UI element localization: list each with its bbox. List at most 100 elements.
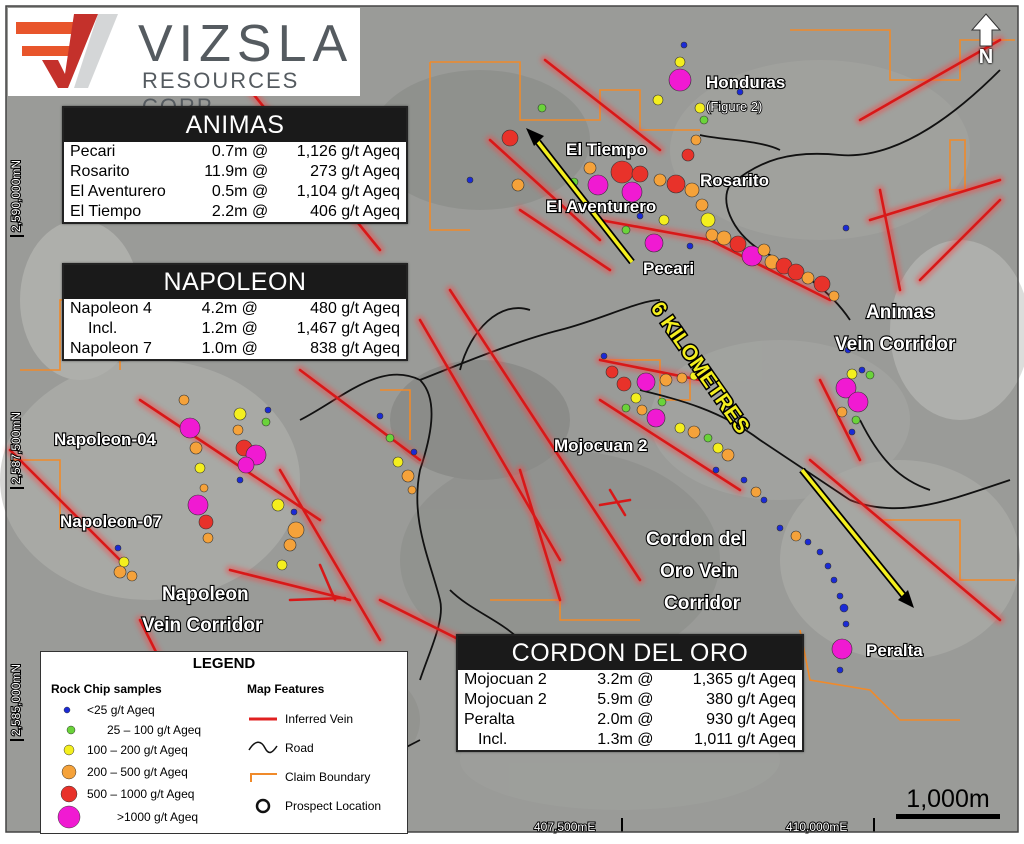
label-pecari: Pecari [643, 259, 694, 278]
north-arrow-icon [970, 13, 1002, 47]
grade-value: 1,011 g/t Ageq [693, 731, 796, 748]
label-napoleon-corridor: Vein Corridor [142, 615, 263, 636]
northing-label: 2,585,000mN [9, 664, 23, 736]
legend-symbol-claim [250, 773, 277, 782]
label-mojocuan-2: Mojocuan 2 [554, 436, 648, 455]
prospect-name: Rosarito [70, 163, 130, 180]
interval-width: 11.9m @ [204, 163, 269, 180]
legend-title: LEGEND [192, 655, 256, 672]
distance-arrows [526, 128, 914, 608]
legend-symbol-gt1000 [57, 805, 81, 829]
table-row: Incl. 1.2m @ 1,467 g/t Ageq [64, 319, 406, 339]
grade-value: 480 g/t Ageq [310, 300, 400, 317]
label-peralta: Peralta [866, 641, 923, 660]
legend-item: <25 g/t Ageq [87, 703, 155, 717]
vizsla-logo-mark [16, 14, 118, 88]
label-cordon-corridor: Corridor [664, 593, 741, 614]
table-row: Mojocuan 2 3.2m @ 1,365 g/t Ageq [458, 670, 802, 690]
prospect-name: Mojocuan 2 [464, 691, 547, 708]
roads [299, 69, 1011, 821]
table-row: El Aventurero 0.5m @ 1,104 g/t Ageq [64, 182, 406, 202]
table-row: Incl. 1.3m @ 1,011 g/t Ageq [458, 730, 802, 750]
legend-symbol-100-200 [63, 744, 75, 756]
prospect-name: El Tiempo [70, 203, 142, 220]
prospect-name: El Aventurero [70, 183, 166, 200]
label-honduras-ref: (Figure 2) [706, 99, 762, 114]
interval-width: 1.2m @ [201, 320, 258, 337]
label-cordon-corridor: Oro Vein [660, 561, 738, 582]
interval-width: 5.9m @ [597, 691, 654, 708]
scale-bar: 1,000m [896, 786, 1000, 819]
grade-value: 930 g/t Ageq [706, 711, 796, 728]
scale-bar-line [896, 814, 1000, 819]
cordon-del-oro-results-table: CORDON DEL ORO Mojocuan 2 3.2m @ 1,365 g/t… [456, 634, 804, 752]
table-row: Rosarito 11.9m @ 273 g/t Ageq [64, 162, 406, 182]
prospect-name: Peralta [464, 711, 515, 728]
label-cordon-corridor: Cordon del [646, 529, 746, 550]
easting-label: 407,500mE [534, 820, 595, 834]
label-animas-corridor: Animas [866, 302, 935, 323]
grade-value: 1,126 g/t Ageq [296, 143, 400, 160]
table-row: Napoleon 4 4.2m @ 480 g/t Ageq [64, 299, 406, 319]
interval-width: 1.0m @ [201, 340, 258, 357]
label-napoleon-corridor: Napoleon [162, 584, 249, 605]
animas-results-table: ANIMAS Pecari 0.7m @ 1,126 g/t Ageq Rosari… [62, 106, 408, 224]
label-rosarito: Rosarito [700, 171, 769, 190]
table-row: Peralta 2.0m @ 930 g/t Ageq [458, 710, 802, 730]
label-animas-corridor: Vein Corridor [835, 334, 956, 355]
legend-item: Inferred Vein [285, 712, 354, 726]
prospect-name: Incl. [478, 731, 508, 748]
grade-value: 380 g/t Ageq [706, 691, 796, 708]
interval-width: 4.2m @ [201, 300, 258, 317]
prospect-name: Napoleon 4 [70, 300, 152, 317]
legend-item: 25 – 100 g/t Ageq [107, 723, 202, 737]
napoleon-results-table: NAPOLEON Napoleon 4 4.2m @ 480 g/t Ageq In… [62, 263, 408, 361]
legend-symbol-prospect [255, 798, 271, 814]
legend-symbols [57, 706, 278, 829]
table-row: El Tiempo 2.2m @ 406 g/t Ageq [64, 202, 406, 222]
interval-width: 3.2m @ [597, 671, 654, 688]
table-row: Mojocuan 2 5.9m @ 380 g/t Ageq [458, 690, 802, 710]
label-napoleon-07: Napoleon-07 [60, 512, 162, 531]
table-title: CORDON DEL ORO [458, 636, 802, 670]
prospect-name: Napoleon 7 [70, 340, 152, 357]
interval-width: 2.0m @ [597, 711, 654, 728]
grade-value: 273 g/t Ageq [310, 163, 400, 180]
legend-rock-heading: Rock Chip samples [51, 682, 162, 696]
grade-value: 838 g/t Ageq [310, 340, 400, 357]
table-row: Pecari 0.7m @ 1,126 g/t Ageq [64, 142, 406, 162]
north-label: N [978, 46, 994, 68]
table-title: NAPOLEON [64, 265, 406, 299]
prospect-name: Mojocuan 2 [464, 671, 547, 688]
interval-width: 0.7m @ [211, 143, 269, 160]
map-legend: LEGEND Rock Chip samples Map Features <2… [40, 651, 408, 834]
coordinate-grid: 2,590,000mN 2,587,500mN 2,585,000mN 407,… [8, 159, 875, 835]
legend-symbol-500-1000 [60, 785, 78, 803]
company-logo: VIZSLA RESOURCES CORP. [8, 8, 360, 119]
legend-item: 100 – 200 g/t Ageq [87, 743, 188, 757]
map-frame [5, 5, 1019, 833]
interval-width: 0.5m @ [211, 183, 269, 200]
grade-value: 406 g/t Ageq [310, 203, 400, 220]
logo-wordmark: VIZSLA [138, 15, 354, 73]
grade-value: 1,104 g/t Ageq [296, 183, 400, 200]
legend-features-heading: Map Features [247, 682, 325, 696]
legend-symbol-road [248, 741, 278, 754]
label-el-tiempo: El Tiempo [566, 140, 647, 159]
legend-symbol-200-500 [61, 764, 77, 780]
rock-chip-samples [113, 41, 875, 674]
legend-symbol-25-100 [66, 725, 76, 735]
table-title: ANIMAS [64, 108, 406, 142]
label-el-aventurero: El Aventurero [546, 197, 656, 216]
interval-width: 2.2m @ [211, 203, 269, 220]
label-napoleon-04: Napoleon-04 [54, 430, 157, 449]
legend-item: Claim Boundary [285, 770, 371, 784]
northing-label: 2,587,500mN [9, 412, 23, 484]
legend-item: Road [285, 741, 314, 755]
grade-value: 1,365 g/t Ageq [692, 671, 796, 688]
legend-item: Prospect Location [285, 799, 382, 813]
northing-label: 2,590,000mN [9, 160, 23, 232]
legend-symbol-lt25 [63, 706, 71, 714]
table-row: Napoleon 7 1.0m @ 838 g/t Ageq [64, 339, 406, 359]
easting-label: 410,000mE [786, 820, 847, 834]
